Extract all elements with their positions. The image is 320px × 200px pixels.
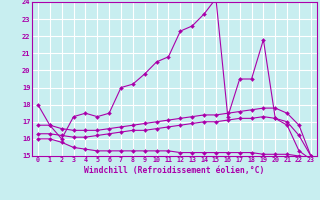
X-axis label: Windchill (Refroidissement éolien,°C): Windchill (Refroidissement éolien,°C) — [84, 166, 265, 175]
